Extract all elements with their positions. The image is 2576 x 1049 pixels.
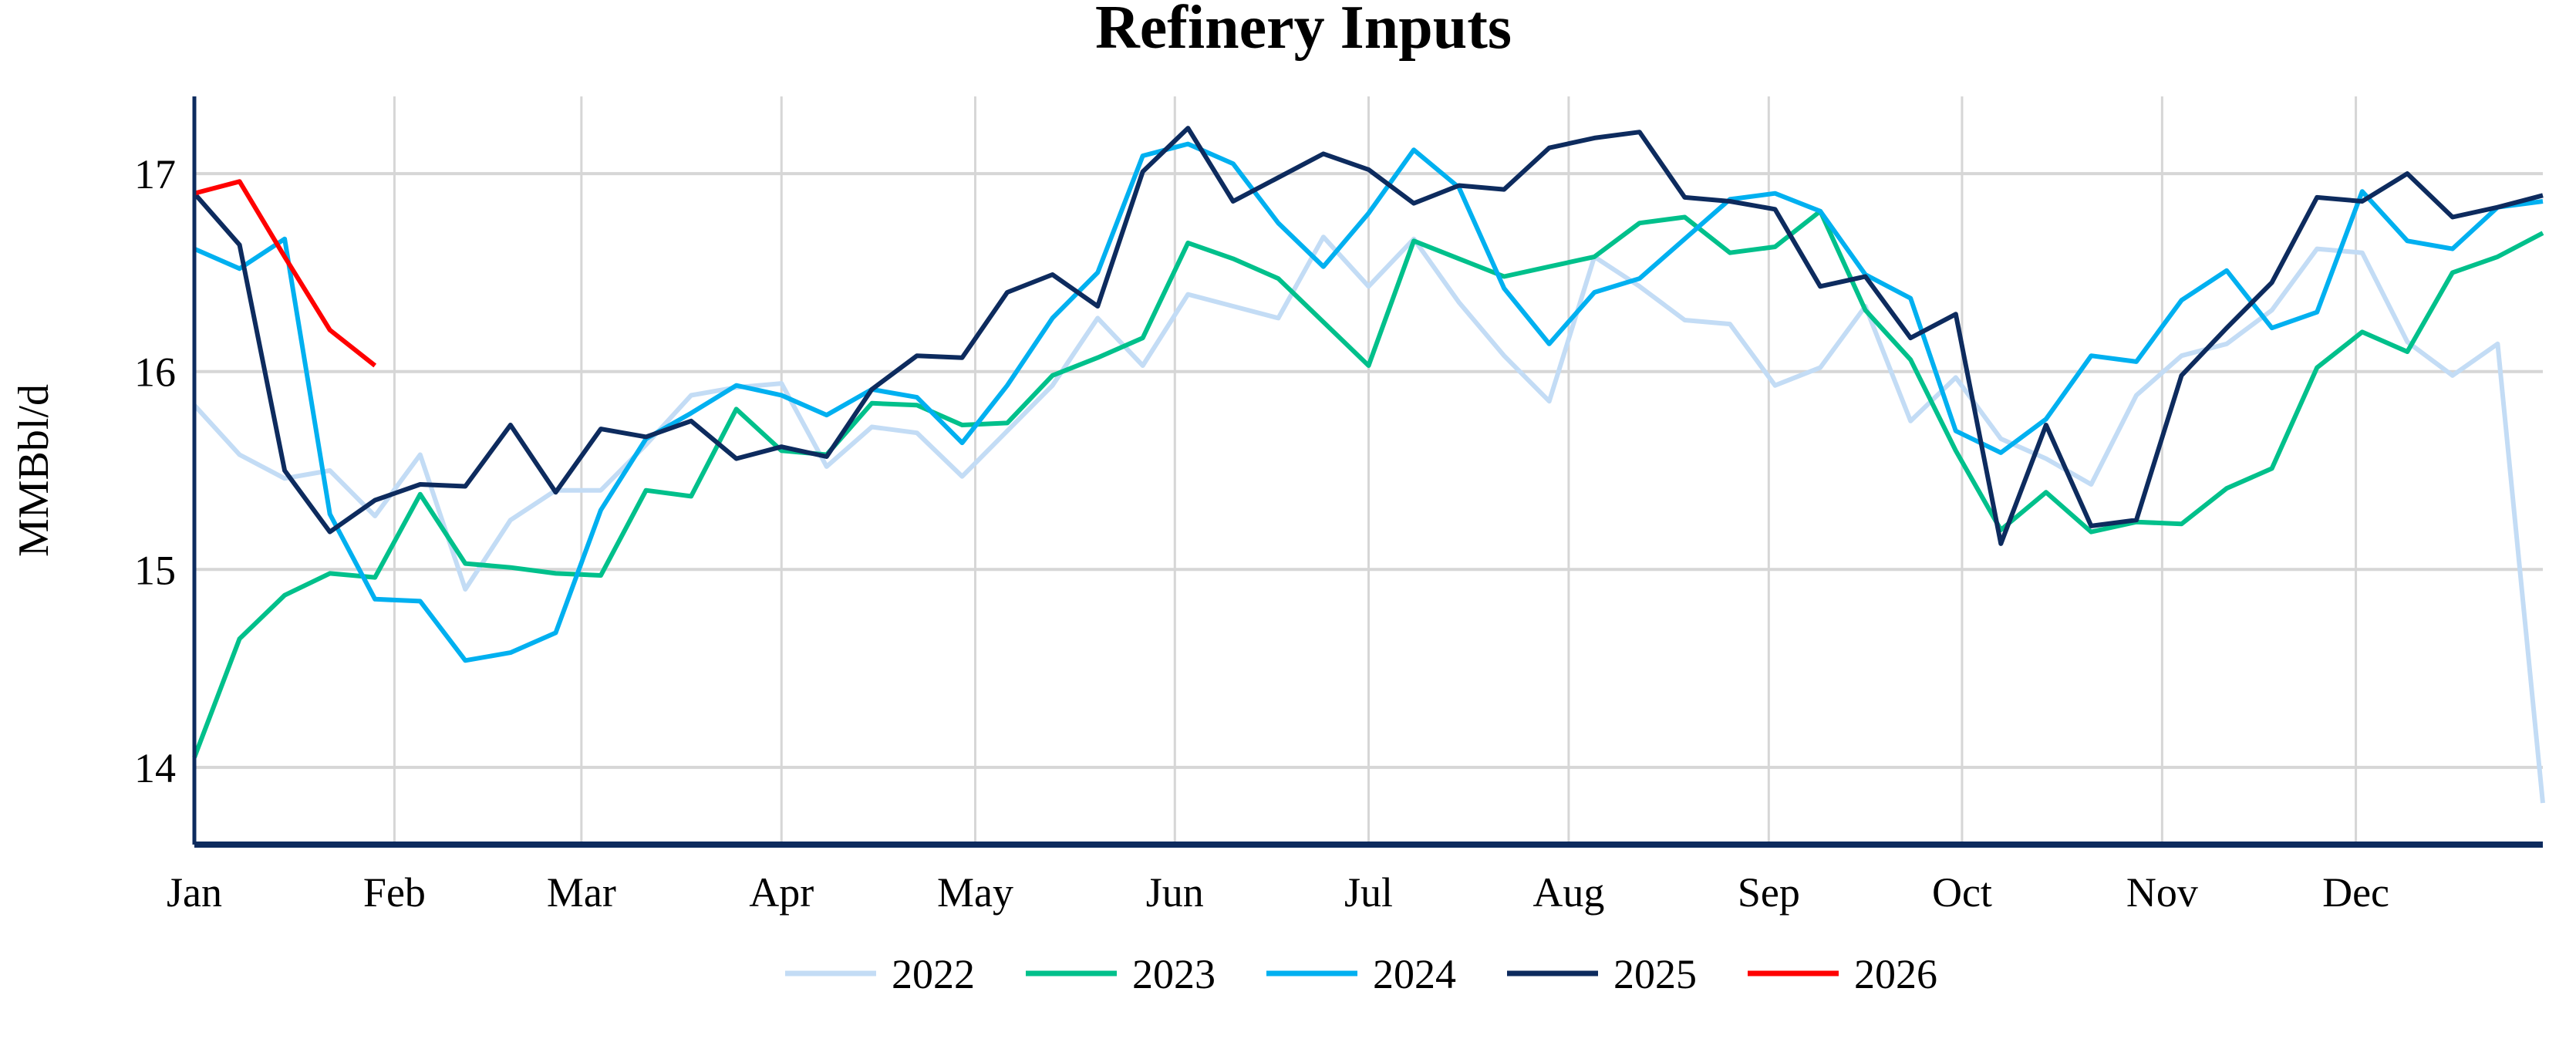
y-tick-label: 14 [134,745,176,791]
series-line-2026 [194,179,377,368]
x-tick-label: Aug [1532,869,1604,916]
legend-label: 2026 [1854,951,1937,997]
y-axis-label: MMBbl/d [10,384,58,557]
x-tick-label: Jul [1344,869,1393,916]
chart-title: Refinery Inputs [1095,0,1512,62]
series-lines [192,126,2545,804]
x-tick-label: Sep [1738,869,1800,916]
legend-item-2023: 2023 [1026,951,1216,997]
legend-item-2026: 2026 [1748,951,1937,997]
series-line-2023 [192,208,2544,759]
x-tick-label: Nov [2126,869,2198,916]
x-tick-label: Feb [363,869,426,916]
legend-label: 2025 [1613,951,1697,997]
x-tick-label: Dec [2322,869,2389,916]
legend-label: 2022 [892,951,975,997]
y-tick-label: 17 [134,151,176,197]
y-tick-label: 16 [134,349,176,396]
legend-item-2024: 2024 [1266,951,1456,997]
x-tick-label: Jun [1146,869,1204,916]
y-tick-label: 15 [134,547,176,593]
legend-item-2025: 2025 [1507,951,1697,997]
series-line-2024 [193,141,2544,663]
x-tick-label: Oct [1932,869,1992,916]
x-tick-label: Mar [547,869,616,916]
legend-label: 2024 [1373,951,1456,997]
legend-item-2022: 2022 [785,951,975,997]
x-tick-label: Jan [167,869,222,916]
series-line-2022 [192,234,2545,804]
x-tick-label: May [937,869,1013,916]
grid [194,96,2543,845]
x-tick-label: Apr [749,869,814,916]
legend: 2022 2023 2024 2025 2026 [785,951,1937,997]
legend-label: 2023 [1132,951,1216,997]
series-line-2025 [192,126,2544,546]
axes: Jan Feb Mar Apr May Jun Jul Aug Sep Oct Nov Dec 14 15… [134,96,2543,916]
